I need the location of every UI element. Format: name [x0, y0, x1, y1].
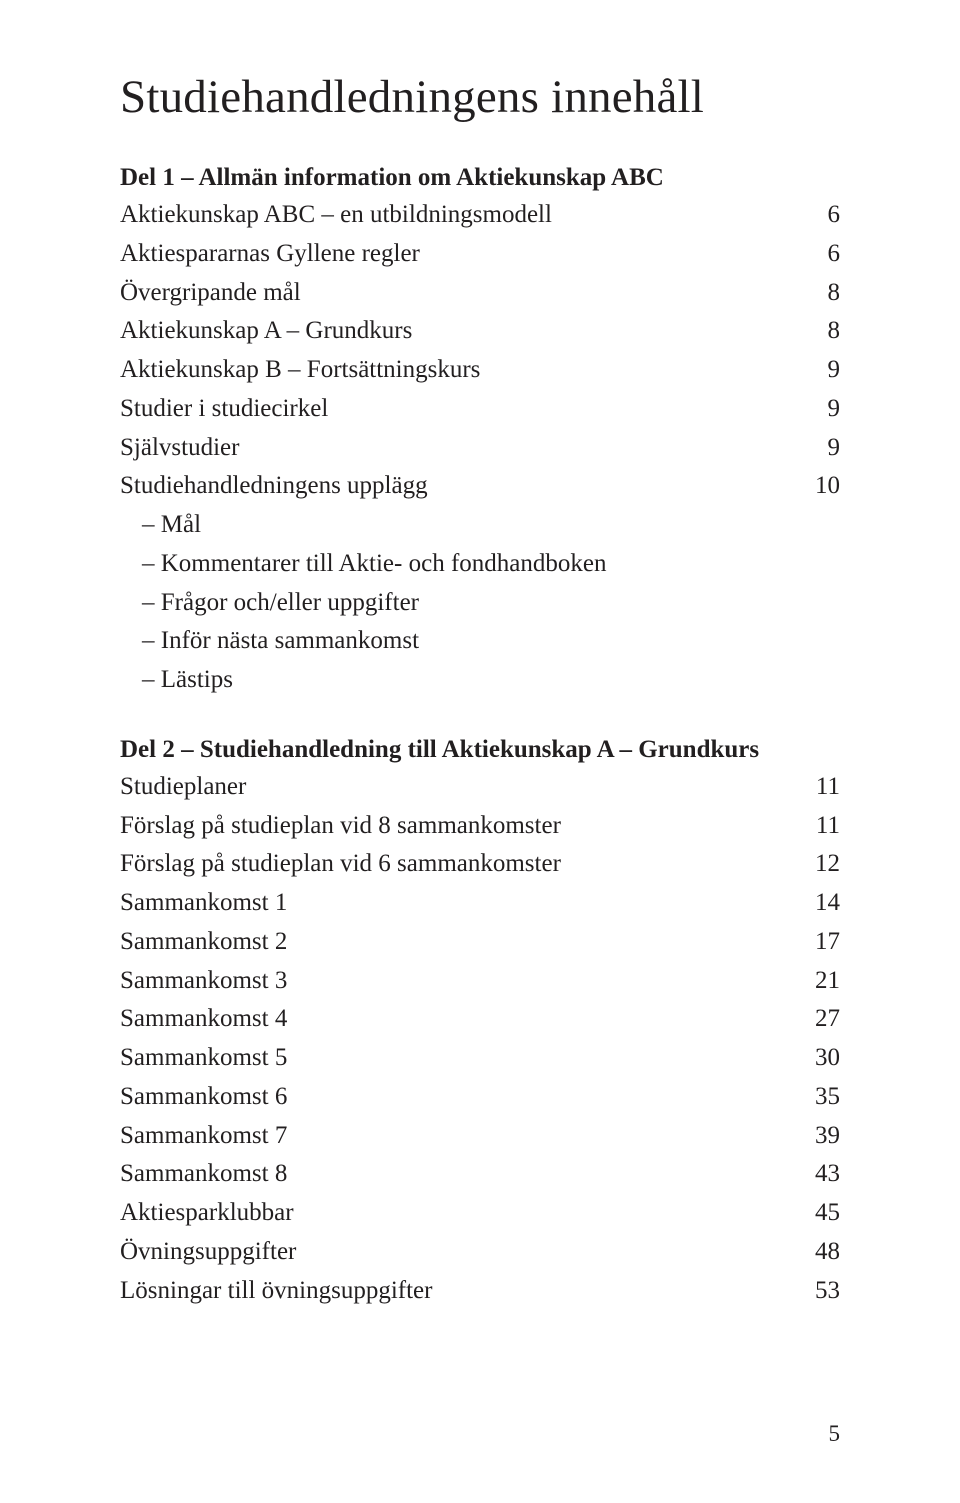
toc-label: Aktiekunskap A – Grundkurs	[120, 312, 792, 351]
toc-label: Aktiesparklubbar	[120, 1194, 792, 1233]
toc-row: Självstudier 9	[120, 429, 840, 468]
toc-sub-item: – Lästips	[120, 661, 840, 700]
toc-row: Aktiekunskap B – Fortsättningskurs 9	[120, 351, 840, 390]
toc-page: 30	[792, 1039, 840, 1078]
toc-page: 53	[792, 1272, 840, 1311]
toc-label: Självstudier	[120, 429, 792, 468]
toc-page: 17	[792, 923, 840, 962]
toc-sub-item: – Inför nästa sammankomst	[120, 622, 840, 661]
toc-row: Studier i studiecirkel 9	[120, 390, 840, 429]
toc-page: 35	[792, 1078, 840, 1117]
toc-page: 9	[792, 351, 840, 390]
toc-row: Studieplaner 11	[120, 768, 840, 807]
toc-label: Aktiekunskap ABC – en utbildningsmodell	[120, 196, 792, 235]
toc-label: Studieplaner	[120, 768, 792, 807]
toc-page: 9	[792, 429, 840, 468]
toc-page: 11	[792, 768, 840, 807]
toc-label: Sammankomst 4	[120, 1000, 792, 1039]
toc-row: Förslag på studieplan vid 6 sammankomste…	[120, 845, 840, 884]
part2-heading: Del 2 – Studiehandledning till Aktiekuns…	[120, 736, 840, 764]
toc-page: 10	[792, 467, 840, 506]
page-number: 5	[829, 1421, 841, 1447]
toc-row: Sammankomst 6 35	[120, 1078, 840, 1117]
toc-page: 9	[792, 390, 840, 429]
toc-row: Sammankomst 4 27	[120, 1000, 840, 1039]
toc-page: 8	[792, 274, 840, 313]
toc-page: 8	[792, 312, 840, 351]
toc-label: Sammankomst 3	[120, 962, 792, 1001]
toc-row: Aktiesparklubbar 45	[120, 1194, 840, 1233]
toc-row: Sammankomst 5 30	[120, 1039, 840, 1078]
toc-row: Sammankomst 3 21	[120, 962, 840, 1001]
toc-row: Sammankomst 2 17	[120, 923, 840, 962]
toc-label: Aktiekunskap B – Fortsättningskurs	[120, 351, 792, 390]
toc-label: Övergripande mål	[120, 274, 792, 313]
toc-page: 6	[792, 196, 840, 235]
toc-row: Aktiespararnas Gyllene regler 6	[120, 235, 840, 274]
toc-label: Sammankomst 5	[120, 1039, 792, 1078]
toc-label: Sammankomst 7	[120, 1117, 792, 1156]
toc-label: Övningsuppgifter	[120, 1233, 792, 1272]
toc-label: Sammankomst 2	[120, 923, 792, 962]
toc-label: Studiehandledningens upplägg	[120, 467, 792, 506]
toc-page: 11	[792, 807, 840, 846]
toc-row: Aktiekunskap ABC – en utbildningsmodell …	[120, 196, 840, 235]
toc-page: 27	[792, 1000, 840, 1039]
toc-row: Övningsuppgifter 48	[120, 1233, 840, 1272]
page-title: Studiehandledningens innehåll	[120, 70, 840, 124]
toc-label: Förslag på studieplan vid 6 sammankomste…	[120, 845, 792, 884]
toc-label: Sammankomst 6	[120, 1078, 792, 1117]
toc-sub-item: – Frågor och/eller uppgifter	[120, 584, 840, 623]
toc-label: Sammankomst 8	[120, 1155, 792, 1194]
toc-label: Studier i studiecirkel	[120, 390, 792, 429]
part1-heading: Del 1 – Allmän information om Aktiekunsk…	[120, 164, 840, 192]
toc-sub-item: – Mål	[120, 506, 840, 545]
toc-label: Förslag på studieplan vid 8 sammankomste…	[120, 807, 792, 846]
toc-row: Sammankomst 1 14	[120, 884, 840, 923]
toc-row: Lösningar till övningsuppgifter 53	[120, 1272, 840, 1311]
toc-page: 21	[792, 962, 840, 1001]
toc-page: 14	[792, 884, 840, 923]
toc-row: Förslag på studieplan vid 8 sammankomste…	[120, 807, 840, 846]
toc-page: 48	[792, 1233, 840, 1272]
toc-page: 12	[792, 845, 840, 884]
toc-label: Aktiespararnas Gyllene regler	[120, 235, 792, 274]
toc-page: 45	[792, 1194, 840, 1233]
toc-page: 43	[792, 1155, 840, 1194]
toc-sub-item: – Kommentarer till Aktie- och fondhandbo…	[120, 545, 840, 584]
toc-row: Övergripande mål 8	[120, 274, 840, 313]
toc-row: Sammankomst 7 39	[120, 1117, 840, 1156]
toc-row: Studiehandledningens upplägg 10	[120, 467, 840, 506]
toc-row: Sammankomst 8 43	[120, 1155, 840, 1194]
toc-label: Lösningar till övningsuppgifter	[120, 1272, 792, 1311]
toc-row: Aktiekunskap A – Grundkurs 8	[120, 312, 840, 351]
toc-page: 39	[792, 1117, 840, 1156]
document-page: Studiehandledningens innehåll Del 1 – Al…	[0, 0, 960, 1503]
toc-page: 6	[792, 235, 840, 274]
toc-label: Sammankomst 1	[120, 884, 792, 923]
